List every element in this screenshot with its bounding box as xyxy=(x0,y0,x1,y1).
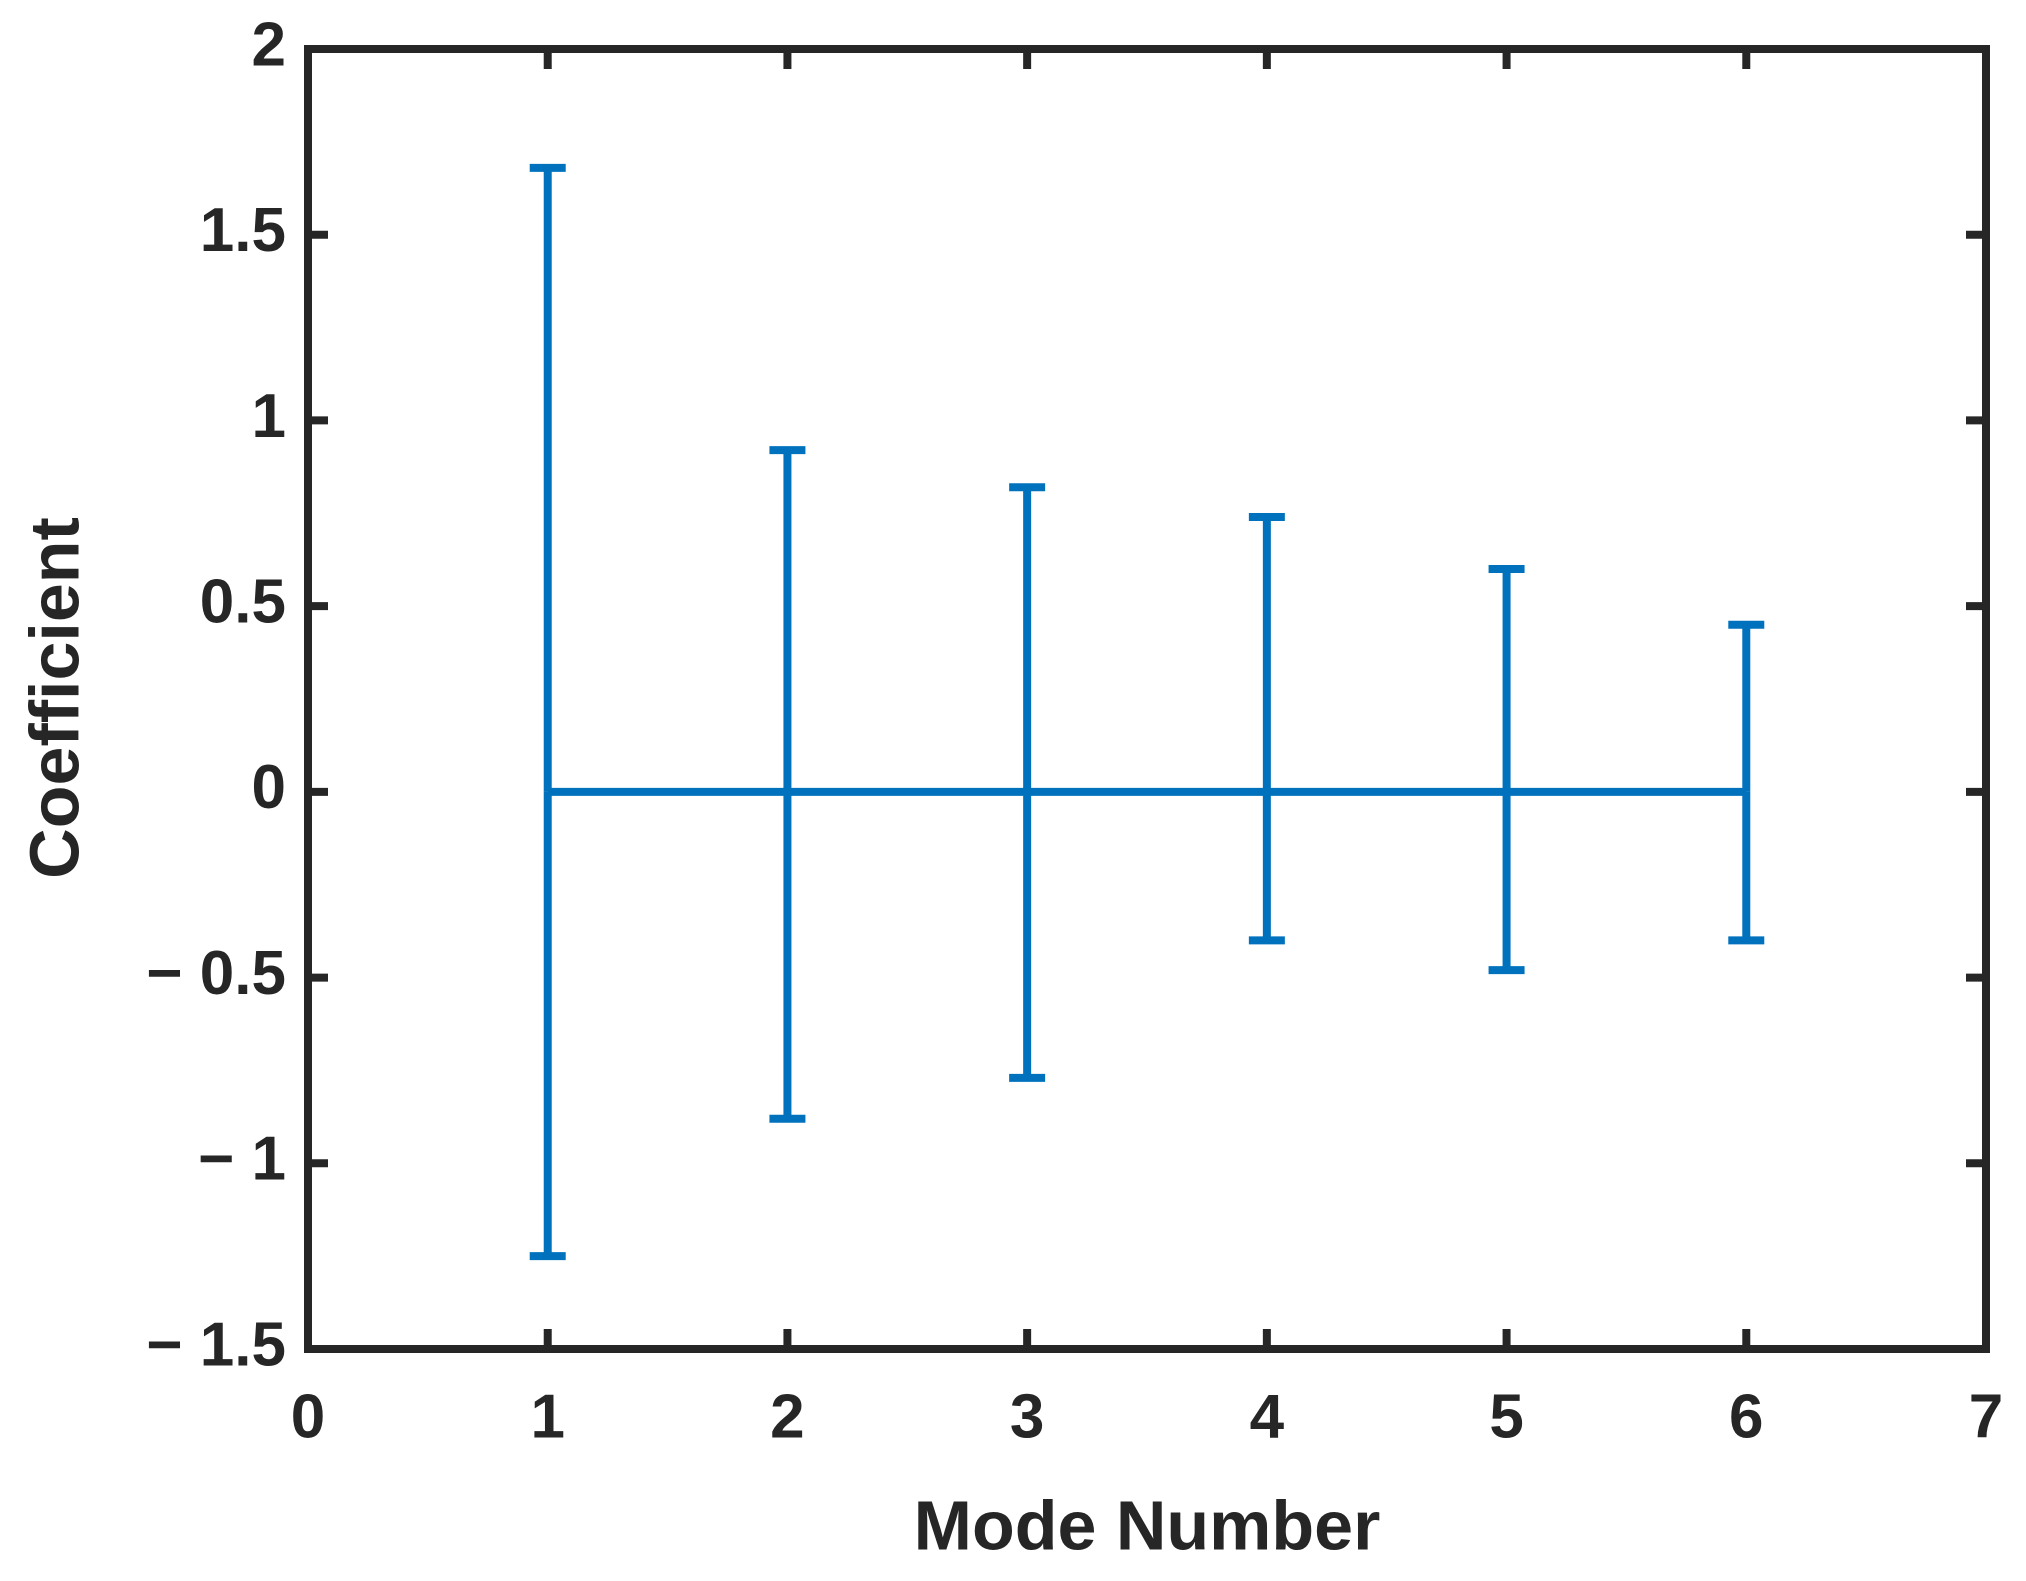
y-axis-label: Coefficient xyxy=(15,517,93,879)
x-tick-label: 4 xyxy=(1250,1382,1285,1451)
x-tick-label: 2 xyxy=(770,1382,804,1451)
axes-box xyxy=(304,45,1990,1353)
y-tick-label: 0 xyxy=(252,753,286,822)
y-tick-label: − 1 xyxy=(198,1125,286,1194)
y-tick-label: 0.5 xyxy=(200,568,286,637)
y-tick-label: 2 xyxy=(252,10,286,79)
x-tick-label: 3 xyxy=(1010,1382,1044,1451)
y-tick-label: − 0.5 xyxy=(146,939,286,1008)
y-tick-label: − 1.5 xyxy=(146,1310,286,1379)
y-tick-label: 1.5 xyxy=(200,196,286,265)
x-tick-label: 5 xyxy=(1489,1382,1523,1451)
x-tick-label: 1 xyxy=(530,1382,564,1451)
x-tick-label: 6 xyxy=(1729,1382,1763,1451)
x-tick-label: 0 xyxy=(291,1382,325,1451)
x-tick-label: 7 xyxy=(1969,1382,2003,1451)
x-axis-label: Mode Number xyxy=(914,1486,1381,1564)
y-tick-label: 1 xyxy=(252,382,286,451)
